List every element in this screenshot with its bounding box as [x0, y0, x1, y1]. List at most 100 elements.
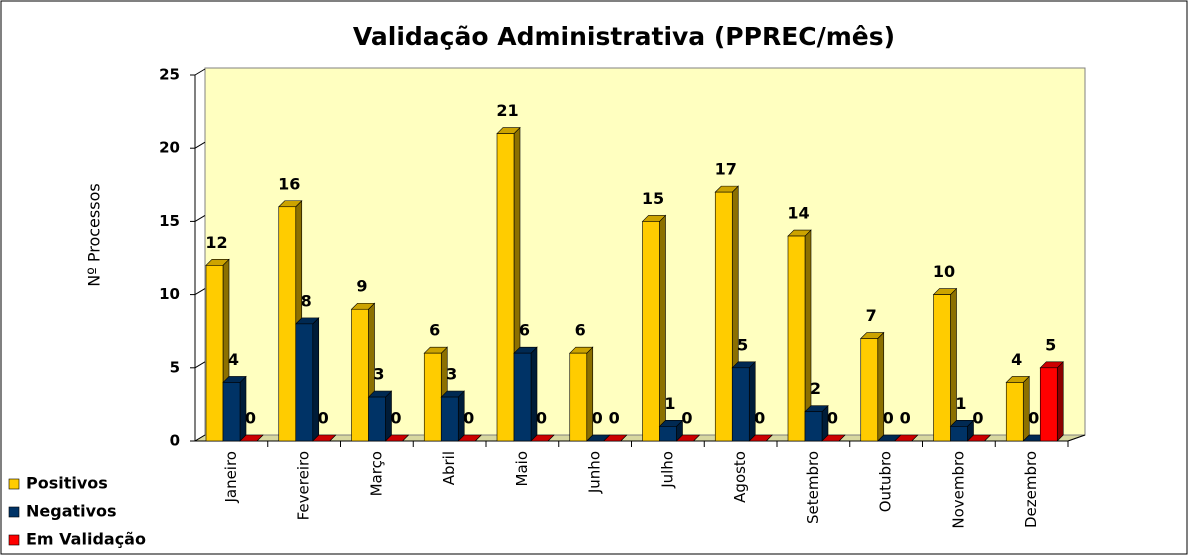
data-label: 8	[301, 291, 312, 310]
data-label: 14	[787, 204, 809, 223]
bar-top	[603, 434, 628, 442]
bar	[659, 426, 677, 442]
bar	[295, 323, 314, 442]
legend-label: Negativos	[26, 502, 117, 521]
bar	[496, 133, 515, 442]
data-label: 3	[373, 365, 384, 384]
x-tick-label: Julho	[658, 451, 676, 489]
data-label: 0	[754, 409, 765, 428]
bar	[860, 338, 879, 442]
bar-top	[748, 434, 773, 442]
bar	[1039, 367, 1058, 442]
bar	[423, 352, 442, 442]
bar-side	[1056, 361, 1064, 442]
x-tick-label: Abril	[440, 451, 458, 485]
x-tick-label: Fevereiro	[295, 451, 313, 520]
x-tick-label: Outubro	[877, 451, 895, 512]
bar	[714, 191, 733, 442]
bar	[1005, 382, 1024, 442]
x-tick-label: Setembro	[804, 451, 822, 524]
legend-swatch	[8, 506, 20, 518]
bar	[642, 221, 660, 442]
y-tick-label: 25	[159, 66, 180, 84]
bar-top	[457, 434, 482, 442]
data-label: 0	[900, 409, 911, 428]
data-label: 3	[446, 365, 457, 384]
data-label: 16	[278, 174, 300, 193]
data-label: 17	[715, 160, 737, 179]
x-tick-label: Maio	[513, 451, 531, 486]
legend-swatch	[8, 534, 20, 546]
data-label: 1	[664, 394, 675, 413]
x-tick-label: Janeiro	[222, 451, 240, 504]
bar-side	[950, 287, 957, 442]
x-tick-label: Agosto	[731, 451, 749, 503]
bar	[569, 352, 588, 442]
bar	[368, 396, 386, 442]
bar	[513, 352, 532, 442]
data-label: 0	[681, 409, 692, 428]
data-label: 0	[883, 409, 894, 428]
bar	[351, 308, 369, 442]
bar	[731, 367, 750, 442]
data-label: 2	[810, 379, 821, 398]
data-label: 7	[866, 306, 877, 325]
data-label: 0	[609, 409, 620, 428]
wall-tick	[194, 434, 206, 442]
y-tick-label: 20	[159, 139, 180, 157]
bar-top	[384, 434, 410, 442]
bar	[804, 411, 823, 442]
data-label: 0	[245, 409, 256, 428]
x-tick-label: Dezembro	[1022, 451, 1040, 528]
data-label: 0	[827, 409, 838, 428]
wall-tick	[194, 361, 206, 369]
y-tick-label: 0	[170, 432, 180, 450]
bar-top	[894, 434, 919, 442]
bar	[222, 382, 241, 442]
data-label: 9	[356, 277, 367, 296]
x-tick-label: Março	[367, 451, 385, 496]
bar-top	[821, 434, 846, 442]
data-label: 0	[390, 409, 401, 428]
data-label: 6	[519, 321, 530, 340]
y-tick-label: 15	[159, 212, 180, 230]
bar-top	[312, 434, 337, 442]
data-label: 0	[972, 409, 983, 428]
data-label: 5	[1045, 335, 1056, 354]
data-label: 12	[205, 233, 227, 252]
bar-top	[530, 434, 555, 442]
data-label: 4	[228, 350, 239, 369]
legend-label: Em Validação	[26, 530, 146, 549]
data-label: 21	[496, 101, 518, 120]
y-tick-label: 10	[159, 285, 180, 303]
data-label: 5	[737, 335, 748, 354]
data-label: 6	[575, 321, 586, 340]
y-axis-label: Nº Processos	[85, 183, 104, 286]
data-label: 0	[463, 409, 474, 428]
bar-side	[748, 361, 756, 442]
data-label: 1	[955, 394, 966, 413]
data-label: 15	[642, 189, 664, 208]
y-tick-label: 5	[170, 358, 180, 376]
x-tick-label: Junho	[586, 451, 604, 494]
axis-depth	[1067, 434, 1086, 442]
wall-tick	[194, 68, 206, 76]
x-tick-label: Novembro	[949, 451, 967, 529]
chart-title: Validação Administrativa (PPREC/mês)	[353, 22, 895, 51]
data-label: 10	[933, 262, 955, 281]
data-label: 0	[592, 409, 603, 428]
wall-tick	[194, 214, 206, 222]
data-label: 0	[1028, 409, 1039, 428]
bar-top	[966, 434, 992, 442]
bar	[278, 206, 297, 442]
bar	[950, 426, 968, 442]
bar-top	[239, 434, 264, 442]
legend-label: Positivos	[26, 474, 108, 493]
bar	[787, 235, 806, 442]
bar	[205, 265, 224, 442]
bar-top	[675, 434, 701, 442]
data-label: 0	[318, 409, 329, 428]
data-label: 0	[536, 409, 547, 428]
data-label: 4	[1011, 350, 1022, 369]
